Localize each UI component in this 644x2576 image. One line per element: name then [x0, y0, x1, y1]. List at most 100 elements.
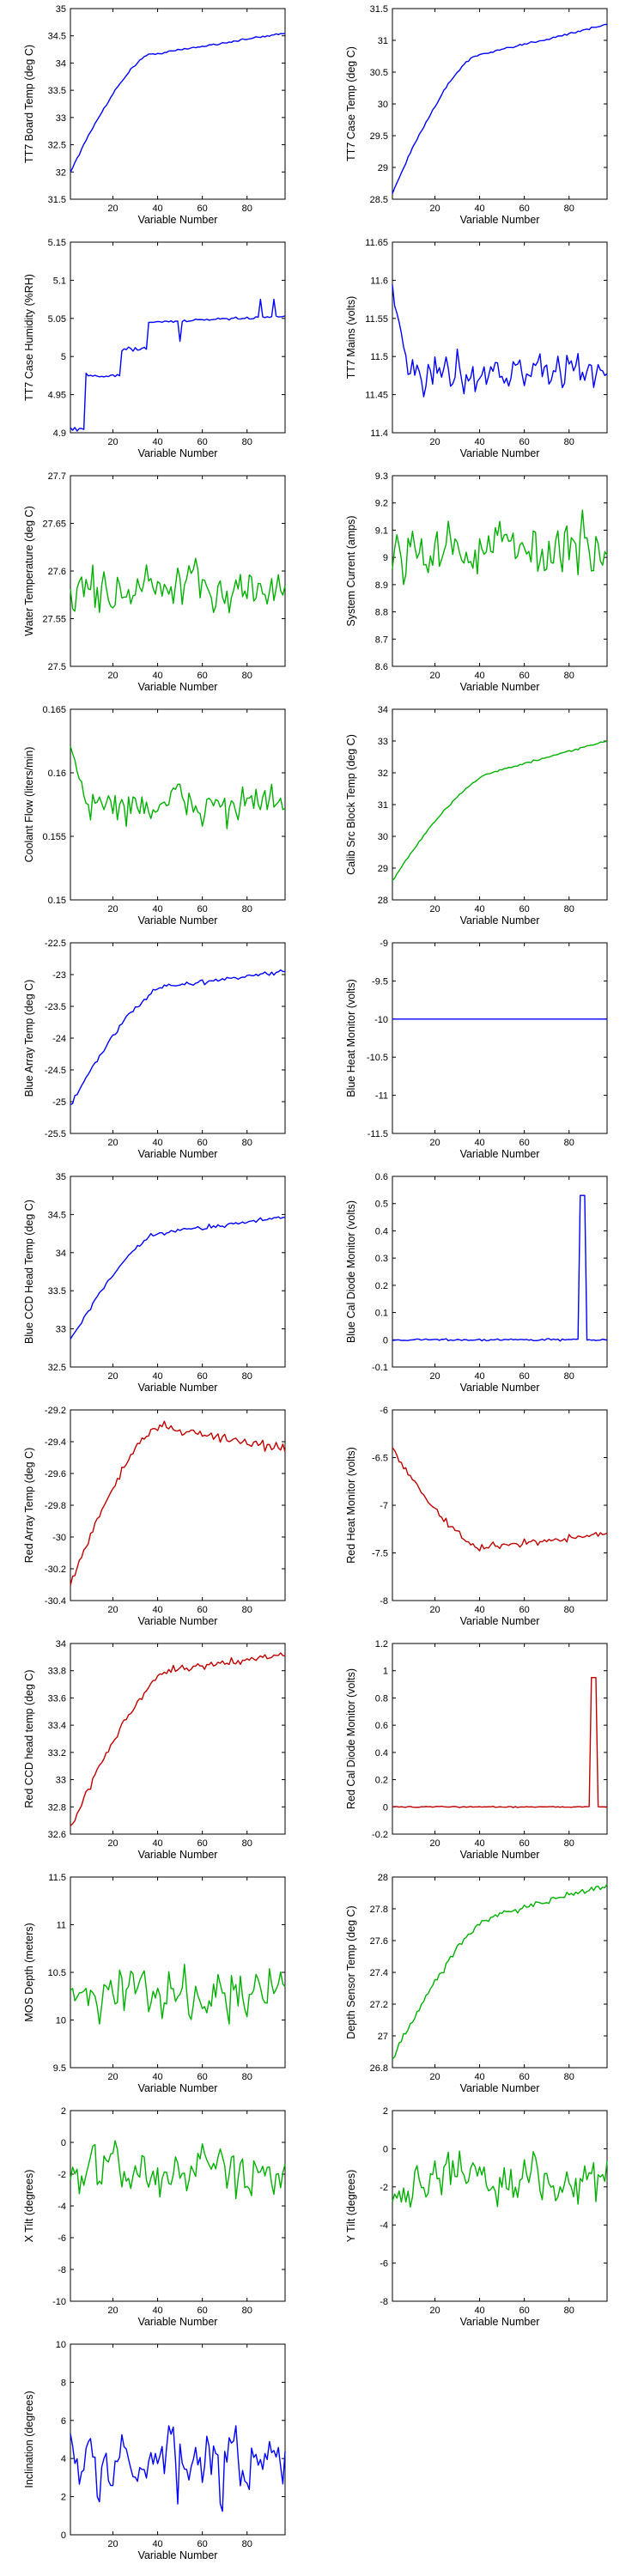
y-tick-label: 8.8 [375, 608, 388, 618]
x-axis-label: Variable Number [138, 1615, 218, 1627]
x-tick-label: 40 [474, 1605, 484, 1615]
y-tick-label: 27.5 [48, 662, 66, 672]
y-axis-label: MOS Depth (meters) [23, 1923, 35, 2021]
series-line-red-ccd-head-temp [70, 1652, 286, 1826]
chart-svg-tt7-case-humidity: 20 40 60 80 4.9 4.95 5 5.05 5.1 5.15 Variable Numb… [23, 238, 286, 459]
y-tick-label: 5.15 [48, 238, 66, 248]
y-axis-label: Calib Src Block Temp (deg C) [345, 734, 357, 875]
x-tick-label: 80 [242, 1138, 252, 1148]
y-axis-label: Y Tilt (degrees) [345, 2170, 357, 2243]
x-tick-label: 60 [519, 1838, 530, 1849]
y-tick-label: 33.4 [48, 1721, 66, 1731]
y-tick-label: 34 [56, 1639, 66, 1649]
series-line-coolant-flow [70, 745, 286, 829]
x-tick-label: 80 [564, 2072, 574, 2082]
y-tick-label: 0.4 [375, 1748, 388, 1759]
y-tick-label: 5 [61, 352, 66, 362]
plot-frame [392, 2110, 608, 2302]
y-tick-label: 33.8 [48, 1667, 66, 1677]
y-tick-label: -23.5 [45, 1002, 66, 1012]
x-tick-label: 40 [474, 1138, 484, 1148]
y-tick-label: 0 [61, 2530, 66, 2541]
chart-panel-system-current: 20 40 60 80 8.6 8.7 8.8 8.9 9 9.1 9.2 9.3 Variable N… [322, 467, 644, 701]
y-tick-label: -24 [52, 1034, 66, 1044]
y-tick-label: 2 [61, 2106, 66, 2117]
y-tick-label: 34.5 [48, 32, 66, 42]
y-tick-label: -9 [380, 939, 388, 949]
y-tick-label: 34 [378, 705, 388, 715]
x-tick-label: 20 [429, 2306, 440, 2316]
x-tick-label: 20 [429, 671, 440, 681]
x-tick-label: 20 [107, 1838, 118, 1849]
x-tick-label: 20 [107, 1371, 118, 1382]
y-tick-label: 33 [56, 1325, 66, 1335]
y-tick-label: -30 [52, 1533, 66, 1543]
plot-frame [70, 2343, 286, 2536]
series-line-calib-src-block-temp [392, 740, 608, 881]
x-tick-label: 80 [564, 1838, 574, 1849]
x-tick-label: 40 [474, 2306, 484, 2316]
x-tick-label: 80 [564, 204, 574, 214]
series-line-red-array-temp [70, 1420, 286, 1586]
y-tick-label: 4.9 [53, 428, 66, 439]
x-tick-label: 60 [519, 204, 530, 214]
y-tick-label: 27.4 [370, 1968, 388, 1978]
x-axis-label: Variable Number [138, 2549, 218, 2561]
y-tick-label: 1.2 [375, 1639, 388, 1649]
y-tick-label: 34.5 [48, 1210, 66, 1220]
y-tick-label: 27.6 [370, 1936, 388, 1947]
chart-panel-blue-cal-diode-monitor: 20 40 60 80 -0.1 0 0.1 0.2 0.3 0.4 0.5 0.6 Variable … [322, 1168, 644, 1401]
x-axis-label: Variable Number [460, 681, 540, 693]
x-tick-label: 80 [242, 1371, 252, 1382]
y-axis-label: Red Cal Diode Monitor (volts) [345, 1668, 357, 1809]
chart-panel-blue-heat-monitor: 20 40 60 80 -11.5 -11 -10.5 -10 -9.5 -9 Variable N… [322, 934, 644, 1168]
x-axis-label: Variable Number [138, 2316, 218, 2328]
y-tick-label: -6 [58, 2233, 66, 2244]
chart-svg-depth-sensor-temp: 20 40 60 80 26.8 27 27.2 27.4 27.6 27.8 28 Variable… [345, 1873, 608, 2094]
y-tick-label: -8 [380, 1596, 388, 1607]
x-tick-label: 40 [152, 1605, 162, 1615]
plot-frame [392, 475, 608, 667]
x-tick-label: 80 [564, 2306, 574, 2316]
y-tick-label: -30.4 [45, 1596, 66, 1607]
y-tick-label: 11 [57, 1921, 66, 1931]
plot-frame [392, 1409, 608, 1601]
chart-svg-tt7-mains: 20 40 60 80 11.4 11.45 11.5 11.55 11.6 11.65 Varia… [345, 238, 608, 459]
x-tick-label: 80 [242, 437, 252, 447]
y-tick-label: 31.5 [370, 4, 388, 15]
y-tick-label: 34 [56, 58, 66, 69]
y-tick-label: 27.65 [42, 519, 66, 530]
chart-svg-coolant-flow: 20 40 60 80 0.15 0.155 0.16 0.165 Variable Numbe… [23, 705, 286, 927]
x-tick-label: 80 [564, 904, 574, 914]
x-axis-label: Variable Number [138, 1849, 218, 1861]
x-axis-label: Variable Number [138, 1382, 218, 1394]
x-tick-label: 40 [474, 204, 484, 214]
y-tick-label: 27.55 [42, 615, 66, 625]
x-tick-label: 60 [519, 2072, 530, 2082]
series-line-y-tilt [392, 2150, 608, 2208]
chart-svg-red-array-temp: 20 40 60 80 -30.4 -30.2 -30 -29.8 -29.6 -29.4 -29.… [23, 1406, 286, 1627]
x-tick-label: 60 [519, 904, 530, 914]
y-tick-label: -6.5 [372, 1454, 388, 1464]
y-tick-label: 33.2 [48, 1748, 66, 1759]
y-axis-label: Inclination (degrees) [23, 2391, 35, 2488]
y-tick-label: 32 [378, 769, 388, 779]
x-tick-label: 80 [242, 1605, 252, 1615]
x-axis-label: Variable Number [460, 1849, 540, 1861]
chart-panel-inclination: 20 40 60 80 0 2 4 6 8 10 Variable Number Inclinatio… [0, 2336, 322, 2569]
y-axis-label: X Tilt (degrees) [23, 2170, 35, 2243]
y-axis-label: Depth Sensor Temp (deg C) [345, 1905, 357, 2038]
x-axis-label: Variable Number [460, 214, 540, 226]
y-tick-label: 27.6 [48, 567, 66, 577]
x-axis-label: Variable Number [460, 1148, 540, 1160]
x-tick-label: 40 [474, 1838, 484, 1849]
plot-frame [70, 942, 286, 1134]
x-tick-label: 60 [197, 1605, 208, 1615]
chart-svg-tt7-case-temp: 20 40 60 80 28.5 29 29.5 30 30.5 31 31.5 Variable N… [345, 4, 608, 226]
x-tick-label: 20 [107, 2539, 118, 2549]
y-tick-label: 0 [383, 1802, 388, 1813]
y-tick-label: -11.5 [368, 1129, 388, 1139]
chart-panel-calib-src-block-temp: 20 40 60 80 28 29 30 31 32 33 34 Variable Number Cal… [322, 701, 644, 934]
x-tick-label: 20 [429, 1605, 440, 1615]
y-tick-label: 11.65 [365, 238, 388, 248]
